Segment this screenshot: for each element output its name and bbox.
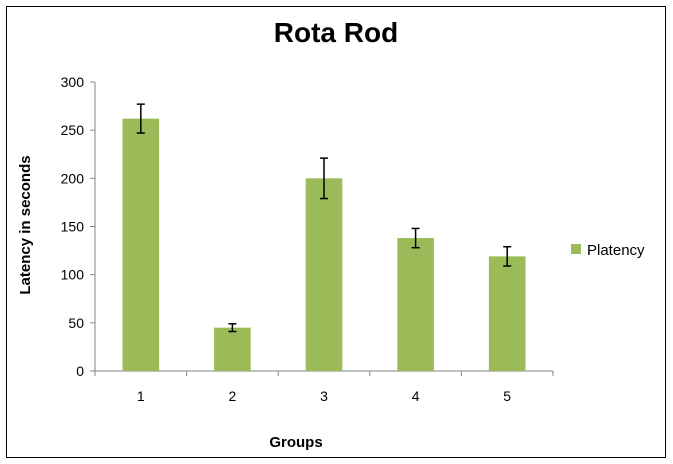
y-tick-label: 50 bbox=[68, 315, 84, 331]
bar-group-3 bbox=[305, 178, 343, 371]
y-axis: 0 50 100 150 200 250 300 bbox=[61, 74, 96, 379]
y-tick-label: 200 bbox=[61, 170, 85, 186]
bar-group-2 bbox=[214, 327, 251, 371]
x-tick-label: 2 bbox=[229, 388, 237, 404]
legend-swatch bbox=[571, 244, 581, 254]
x-tick-label: 4 bbox=[412, 388, 420, 404]
legend: Platency bbox=[571, 242, 645, 259]
y-tick-label: 300 bbox=[61, 74, 85, 90]
x-tick-label: 5 bbox=[503, 388, 511, 404]
chart-title: Rota Rod bbox=[274, 17, 398, 48]
bars-group bbox=[122, 118, 526, 372]
y-axis-title: Latency in seconds bbox=[17, 155, 34, 294]
legend-label: Platency bbox=[587, 242, 645, 259]
x-axis: 1 2 3 4 5 bbox=[94, 370, 554, 404]
y-tick-label: 250 bbox=[61, 122, 85, 138]
bar-group-5 bbox=[488, 256, 526, 371]
error-bars-group bbox=[136, 103, 512, 333]
x-axis-title: Groups bbox=[269, 434, 322, 451]
y-tick-label: 100 bbox=[61, 267, 85, 283]
y-tick-label: 150 bbox=[61, 219, 85, 235]
bar-group-4 bbox=[397, 238, 434, 371]
x-tick-label: 1 bbox=[137, 388, 145, 404]
bar-group-1 bbox=[122, 118, 160, 372]
x-tick-label: 3 bbox=[320, 388, 328, 404]
y-tick-label: 0 bbox=[76, 363, 84, 379]
